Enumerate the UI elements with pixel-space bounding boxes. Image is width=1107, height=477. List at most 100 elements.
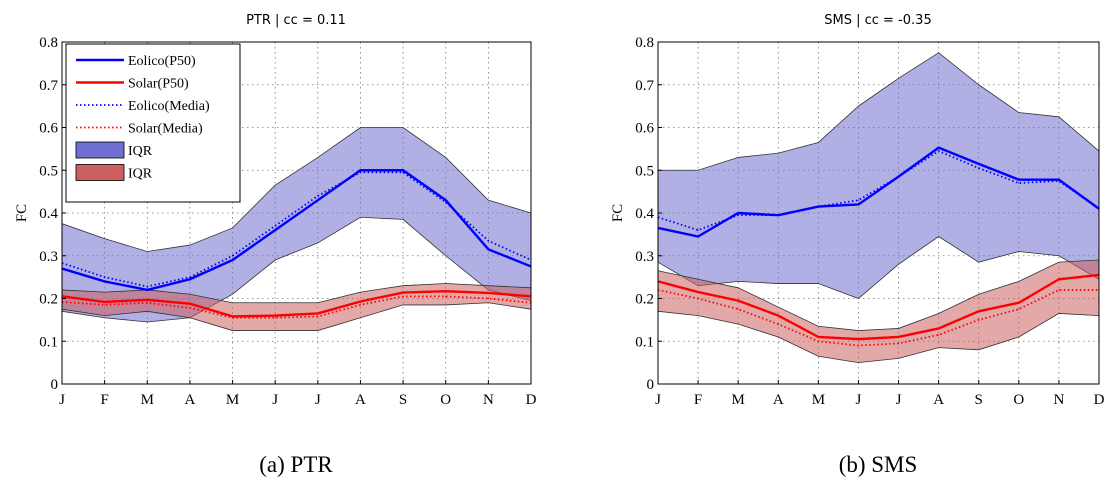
data-point — [445, 201, 447, 203]
data-point — [274, 315, 276, 317]
data-point — [737, 300, 739, 302]
y-tick-label: 0.3 — [635, 249, 654, 265]
x-tick-label: J — [655, 392, 661, 408]
x-tick-label: A — [933, 392, 944, 408]
series-line-3 — [61, 171, 532, 288]
y-tick-label: 0.5 — [635, 163, 654, 179]
chart-panel-2: J F M A M J J A S O N D 0 0.1 0.2 0.3 0.4 0.5 0.6 0.7 0.8 SMS… — [610, 13, 1105, 477]
data-point — [737, 308, 739, 310]
x-tick-label: J — [59, 392, 65, 408]
legend-label: Eolico(Media) — [128, 99, 210, 114]
data-point — [857, 344, 860, 347]
iqr-band-lower-edge — [61, 216, 532, 323]
data-point — [697, 229, 699, 231]
data-point — [1058, 179, 1060, 181]
data-point — [777, 214, 779, 216]
y-tick-label: 0.3 — [39, 249, 58, 265]
data-point — [359, 171, 362, 173]
iqr-band-2 — [658, 260, 1099, 363]
data-point — [737, 212, 739, 214]
panel-caption: (b) SMS — [839, 452, 918, 477]
data-point — [274, 225, 276, 227]
data-point — [146, 299, 148, 301]
series-line-4 — [657, 289, 1099, 347]
x-tick-label: N — [483, 392, 494, 408]
iqr-band-upper-edge — [658, 52, 1100, 171]
x-tick-label: J — [272, 392, 278, 408]
x-tick-label: M — [141, 392, 154, 408]
chart-panel-1: J F M A M J J A S O N D 0 0.1 0.2 0.3 0.4 0.5 0.6 0.7 0.8 PTR… — [14, 13, 537, 477]
iqr-band-2 — [62, 283, 531, 331]
data-point — [938, 327, 940, 330]
data-point — [104, 280, 106, 282]
x-tick-label: O — [440, 392, 451, 408]
data-point — [231, 259, 234, 261]
data-point — [978, 319, 980, 321]
data-point — [317, 195, 319, 197]
legend-swatch-patch — [75, 141, 125, 159]
data-point — [487, 292, 489, 294]
data-point — [1058, 278, 1060, 280]
x-tick-label: M — [226, 392, 239, 408]
series-line-2 — [657, 273, 1100, 341]
y-tick-label: 0.2 — [635, 292, 654, 308]
data-point — [697, 297, 699, 300]
y-axis-label: FC — [14, 204, 30, 222]
x-tick-label: M — [812, 392, 825, 408]
iqr-band-lower-edge — [657, 310, 1100, 364]
data-point — [317, 199, 319, 201]
chart-title: SMS | cc = -0.35 — [824, 13, 931, 28]
y-tick-label: 0 — [51, 377, 59, 393]
y-tick-label: 0 — [647, 377, 655, 393]
data-point — [487, 248, 489, 250]
data-point — [487, 297, 489, 300]
x-tick-label: M — [732, 392, 745, 408]
data-point — [857, 203, 860, 206]
y-tick-label: 0.1 — [39, 334, 58, 350]
panel-caption: (a) PTR — [259, 452, 333, 477]
iqr-band-upper-edge — [657, 259, 1100, 331]
data-point — [978, 310, 980, 312]
data-point — [146, 302, 148, 304]
legend: Eolico(P50) Solar(P50) Eolico(Media) Solar(… — [65, 43, 241, 203]
data-point — [189, 303, 191, 305]
legend-swatch-patch — [75, 164, 125, 181]
data-point — [445, 295, 447, 297]
x-tick-label: S — [399, 392, 407, 408]
data-point — [817, 336, 819, 338]
data-point — [1058, 289, 1060, 291]
data-point — [359, 169, 362, 171]
x-tick-label: A — [184, 392, 195, 408]
data-point — [359, 304, 362, 306]
x-tick-label: O — [1013, 392, 1024, 408]
x-tick-label: S — [975, 392, 983, 408]
data-point — [445, 290, 447, 292]
data-point — [104, 304, 106, 306]
y-tick-label: 0.5 — [39, 163, 58, 179]
series-line-4 — [61, 295, 532, 319]
legend-label: Solar(P50) — [128, 77, 189, 92]
data-point — [697, 291, 699, 293]
y-tick-label: 0.4 — [39, 206, 58, 222]
y-tick-label: 0.7 — [635, 78, 654, 94]
data-point — [978, 163, 980, 165]
legend-label: IQR — [128, 167, 153, 182]
data-point — [146, 285, 148, 288]
data-point — [817, 205, 819, 208]
data-point — [938, 150, 940, 152]
x-tick-label: N — [1053, 392, 1064, 408]
data-point — [777, 323, 779, 325]
data-point — [487, 240, 489, 242]
x-tick-label: F — [694, 392, 702, 408]
x-tick-label: F — [100, 392, 108, 408]
data-point — [402, 171, 404, 173]
data-point — [897, 336, 900, 338]
data-point — [1018, 308, 1020, 310]
data-point — [146, 289, 148, 291]
y-tick-label: 0.6 — [39, 121, 58, 137]
data-point — [978, 167, 980, 169]
iqr-band-1 — [658, 52, 1099, 299]
data-point — [317, 315, 319, 318]
data-point — [402, 291, 404, 294]
data-point — [274, 229, 276, 231]
